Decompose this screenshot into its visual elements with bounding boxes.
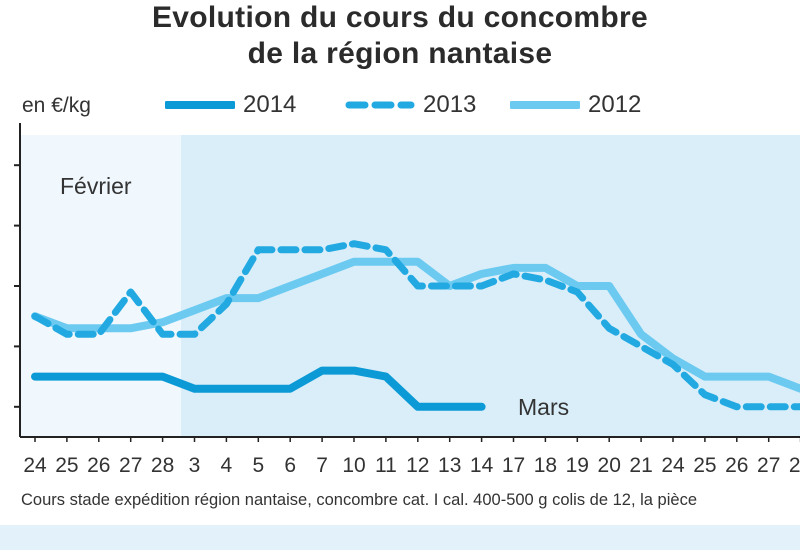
x-tick-label: 26 xyxy=(87,454,110,477)
chart-axes xyxy=(14,123,800,442)
unit-label: en €/kg xyxy=(22,94,91,117)
legend-item-2012: 2012 xyxy=(510,91,641,119)
x-tick-label: 10 xyxy=(342,454,365,477)
series-line-2014 xyxy=(31,366,486,411)
legend-swatch-2012 xyxy=(510,101,580,109)
legend-swatch-2013 xyxy=(345,101,415,109)
legend-swatch-2014 xyxy=(165,101,235,109)
x-tick-label: 12 xyxy=(406,454,429,477)
x-tick-label: 4 xyxy=(221,454,233,477)
x-tick-label: 6 xyxy=(284,454,296,477)
x-tick-label: 25 xyxy=(693,454,716,477)
x-tick-label: 3 xyxy=(189,454,201,477)
legend-label-2013: 2013 xyxy=(423,91,477,118)
march-label: Mars xyxy=(518,394,569,420)
series-line-2012 xyxy=(31,257,800,393)
legend-item-2013: 2013 xyxy=(345,91,476,119)
legend-label-2012: 2012 xyxy=(588,91,642,118)
x-tick-label: 17 xyxy=(502,454,525,477)
x-tick-label: 26 xyxy=(725,454,748,477)
series-layer xyxy=(31,240,800,411)
x-tick-label: 11 xyxy=(375,454,397,477)
x-tick-label: 24 xyxy=(661,454,685,477)
footer-note: Cours stade expédition région nantaise, … xyxy=(21,491,697,509)
x-tick-labels: 24 25 26 27 28 3 4 5 6 7 10 11 12 13 14 17 18 19 20 21 24 25 2… xyxy=(23,454,800,477)
x-tick-label: 25 xyxy=(55,454,78,477)
x-tick-label: 19 xyxy=(566,454,589,477)
x-tick-label: 7 xyxy=(316,454,328,477)
series-line-2013 xyxy=(31,240,800,411)
x-tick-label: 21 xyxy=(629,454,652,477)
x-tick-label: 27 xyxy=(119,454,142,477)
chart-title: Evolution du cours du concombre de la ré… xyxy=(0,0,800,72)
x-tick-label: 13 xyxy=(438,454,461,477)
x-tick-label: 14 xyxy=(470,454,494,477)
bottom-band xyxy=(0,525,800,550)
legend-label-2014: 2014 xyxy=(243,91,297,118)
chart-title-line-2: de la région nantaise xyxy=(247,37,553,70)
x-tick-label: 18 xyxy=(534,454,557,477)
chart-title-line-1: Evolution du cours du concombre xyxy=(152,1,648,34)
february-shaded-area xyxy=(20,135,181,437)
x-tick-label: 24 xyxy=(23,454,47,477)
legend-item-2014: 2014 xyxy=(165,91,296,119)
february-label: Février xyxy=(60,173,132,199)
x-tick-label: 20 xyxy=(598,454,621,477)
x-tick-label: 28 xyxy=(151,454,174,477)
x-tick-label: 28 xyxy=(789,454,800,477)
x-tick-label: 5 xyxy=(252,454,264,477)
x-tick-label: 27 xyxy=(757,454,780,477)
